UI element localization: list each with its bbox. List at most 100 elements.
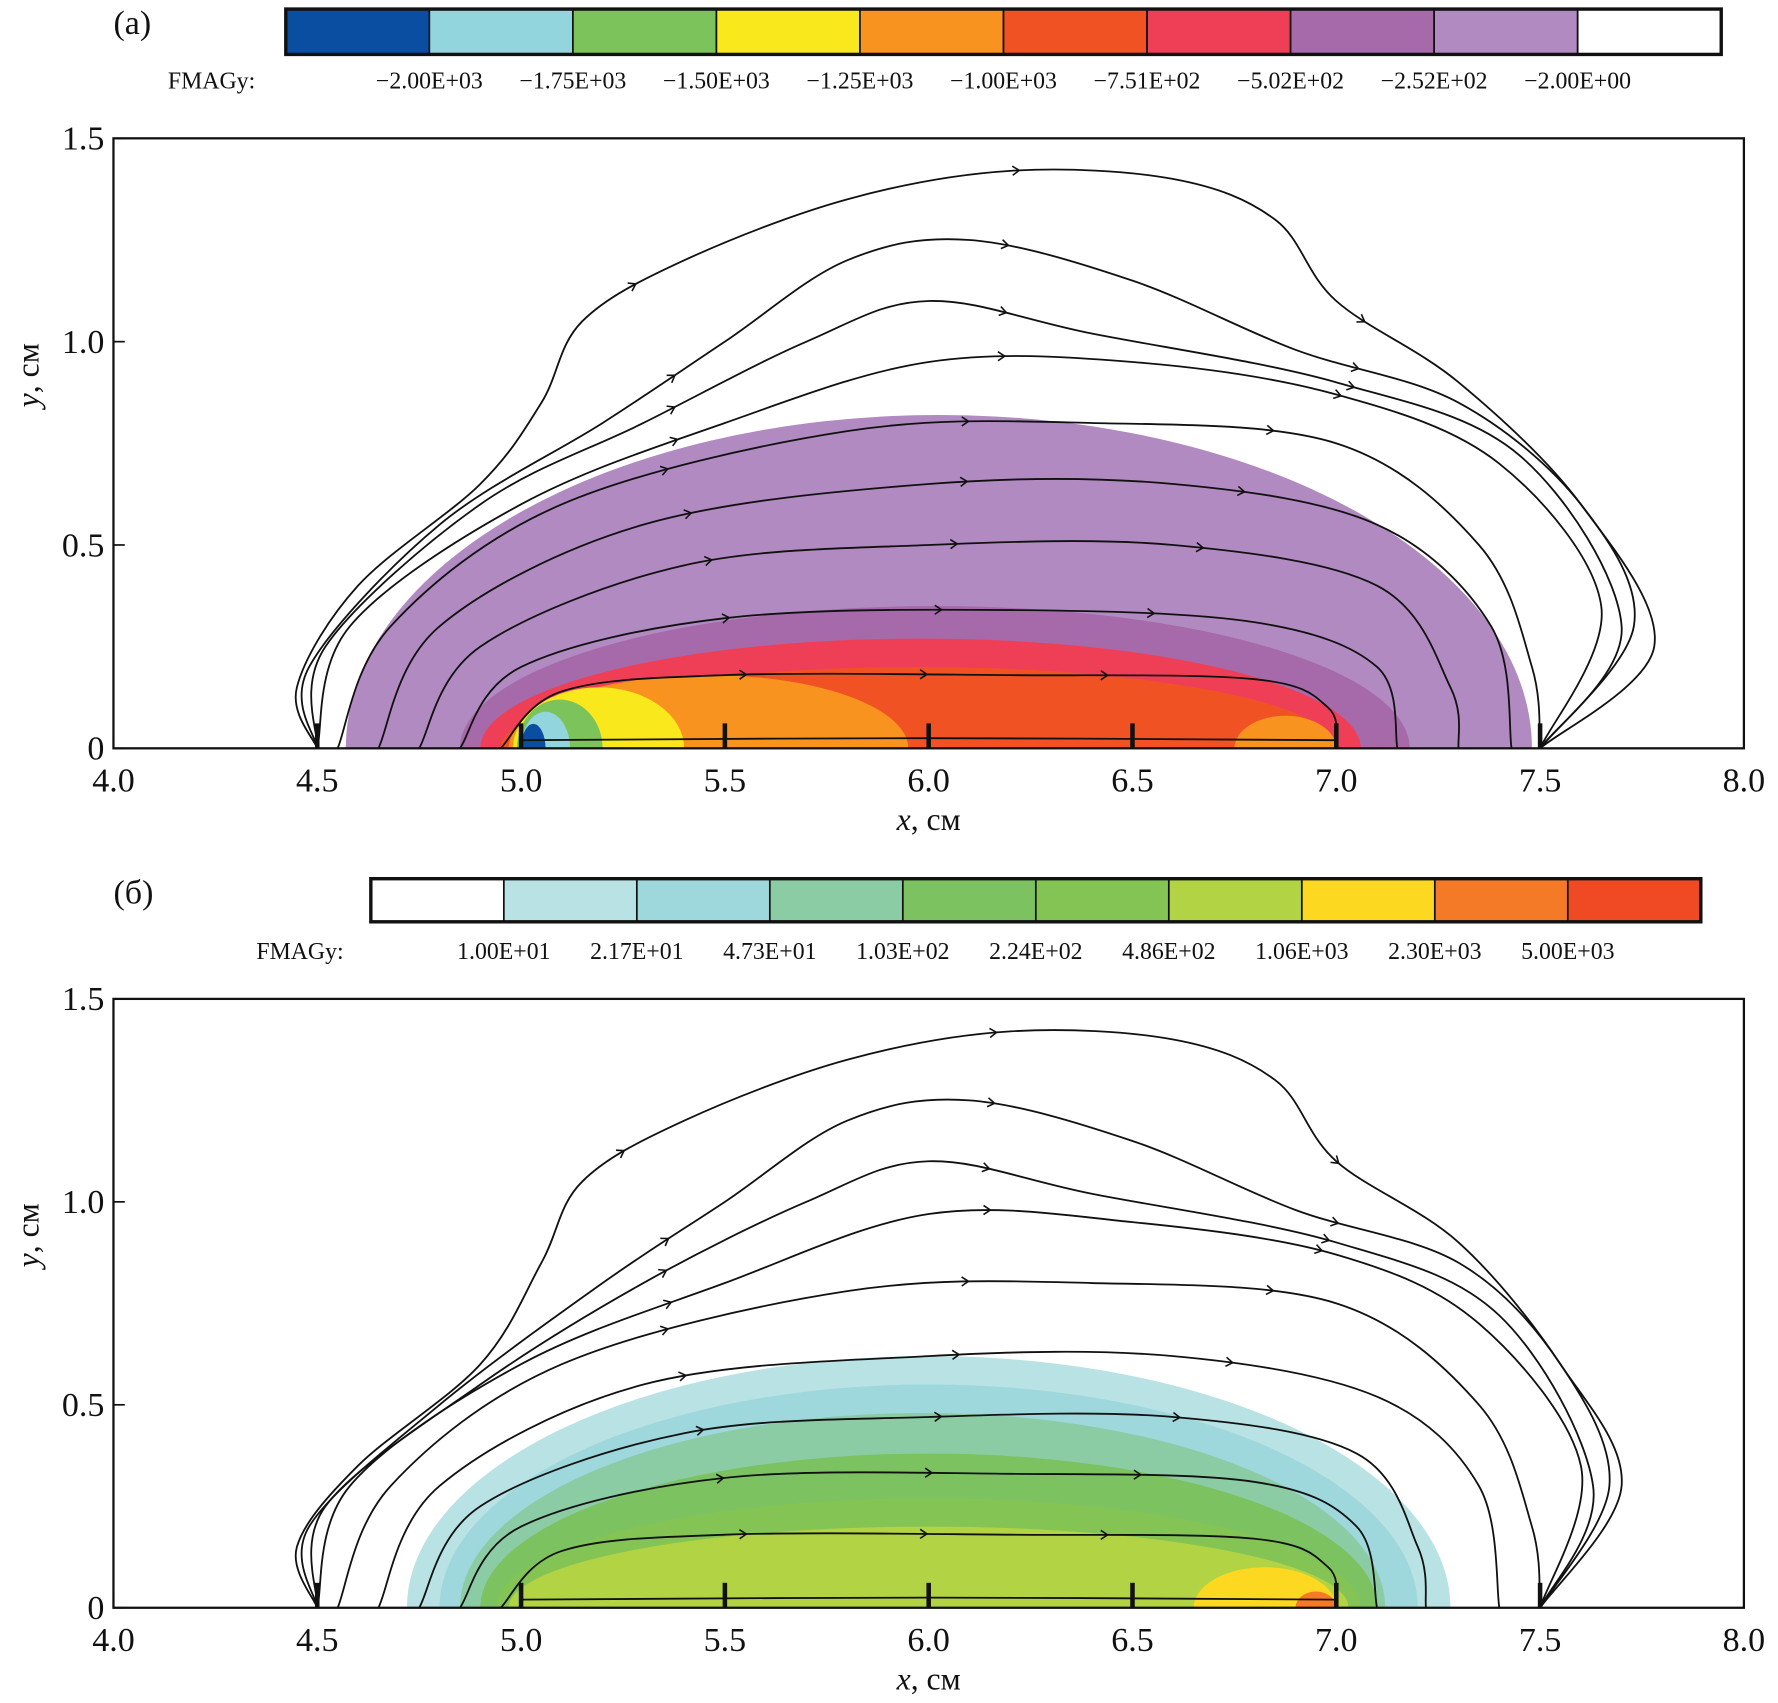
streamline-arrow	[659, 1325, 670, 1336]
y-axis-var: y	[11, 392, 46, 410]
streamline-arrow	[738, 1529, 748, 1540]
colorbar-swatch	[1167, 877, 1303, 923]
streamline-arrow	[1100, 670, 1110, 681]
streamline-arrow	[1321, 1233, 1331, 1244]
streamline	[300, 238, 1636, 749]
colorbar-swatch	[859, 8, 1005, 56]
streamline-arrow	[659, 465, 670, 476]
y-tick-label: 0.5	[62, 1387, 104, 1424]
colorbar-label: −1.00E+03	[950, 68, 1057, 94]
y-axis-unit: , см	[11, 343, 46, 393]
streamline-arrow	[678, 1371, 688, 1382]
streamline-arrow	[919, 1528, 929, 1540]
streamline-arrow	[715, 1473, 725, 1484]
streamline-arrow	[1314, 1244, 1324, 1255]
colorbar-label: 4.73E+01	[723, 939, 816, 965]
streamline-arrow	[1000, 239, 1010, 250]
colorbar-swatch	[428, 8, 574, 56]
streamline-arrow	[695, 1425, 705, 1436]
x-tick-label: 6.0	[907, 1622, 950, 1659]
streamline-arrow	[989, 1027, 999, 1039]
streamline-arrow	[1172, 1411, 1182, 1423]
colorbar-swatch	[1034, 877, 1170, 923]
x-axis-label: x, см	[896, 802, 961, 837]
colorbar-label: 2.30E+03	[1388, 939, 1481, 965]
y-tick-label: 1.5	[62, 981, 104, 1018]
streamline-arrow	[934, 604, 943, 615]
colorbar-swatch	[1433, 877, 1569, 923]
colorbar-frame	[369, 877, 1703, 924]
contour-region	[521, 724, 546, 749]
x-tick-label: 4.0	[92, 1622, 135, 1659]
streamline-arrow	[1146, 607, 1156, 619]
streamline-arrow	[658, 1268, 668, 1278]
colorbar-swatch	[1566, 877, 1702, 923]
streamline-arrow	[1265, 1284, 1275, 1296]
streamline-arrow	[666, 374, 677, 384]
streamline-arrow	[1100, 1529, 1109, 1541]
x-tick-label: 5.5	[704, 1622, 746, 1659]
streamline-arrow	[1330, 1155, 1340, 1165]
streamline	[500, 1532, 1338, 1608]
colorbar-label: 1.06E+03	[1255, 939, 1348, 965]
y-axis-unit: , см	[11, 1203, 46, 1253]
x-axis-var: x	[896, 802, 911, 837]
streamline-arrow	[1332, 389, 1343, 400]
x-tick-label: 7.5	[1519, 762, 1562, 799]
streamline	[377, 478, 1513, 749]
streamline-arrow	[738, 669, 748, 680]
streamline-arrow	[961, 416, 970, 427]
streamline-arrow	[669, 436, 679, 447]
y-axis-label: y, см	[11, 1203, 46, 1270]
y-tick-label: 1.0	[62, 1184, 104, 1221]
contour-region	[508, 1526, 1349, 1608]
contour-field	[294, 165, 1656, 749]
x-tick-label: 7.0	[1315, 762, 1358, 799]
streamline	[459, 608, 1399, 749]
streamline-arrow	[666, 405, 676, 415]
x-tick-label: 5.0	[500, 762, 542, 799]
x-axis-label: x, см	[896, 1661, 961, 1696]
colorbar-swatch	[1300, 877, 1436, 923]
colorbar-swatch	[768, 877, 904, 923]
colorbar-swatch	[1289, 8, 1435, 56]
streamline-arrow	[998, 306, 1008, 317]
streamline-arrow	[1346, 380, 1356, 391]
streamline	[316, 1209, 1584, 1608]
streamline-arrow	[961, 1276, 970, 1287]
y-axis-var: y	[11, 1252, 46, 1270]
streamline	[459, 1471, 1378, 1608]
colorbar-swatch	[369, 877, 505, 923]
colorbar-swatch	[572, 8, 718, 56]
x-tick-label: 8.0	[1723, 762, 1766, 799]
streamline-arrow	[1133, 1469, 1143, 1480]
colorbar-title: FMAGy:	[256, 939, 343, 965]
streamline-arrow	[986, 1097, 996, 1108]
streamline-arrow	[663, 1299, 673, 1310]
x-tick-label: 6.5	[1111, 762, 1154, 799]
colorbar-label: −1.75E+03	[519, 68, 626, 94]
x-axis-var: x	[896, 1661, 911, 1696]
colorbar-label: 1.03E+02	[856, 939, 949, 965]
streamline-arrow	[983, 1204, 992, 1216]
streamline-arrow	[959, 476, 969, 487]
x-axis-unit: , см	[911, 802, 961, 837]
streamline-arrow	[627, 282, 638, 292]
x-tick-label: 8.0	[1723, 1622, 1766, 1659]
colorbar-swatch	[1146, 8, 1292, 56]
x-tick-label: 5.5	[704, 762, 746, 799]
streamline	[294, 168, 1656, 749]
colorbar-label: −1.50E+03	[663, 68, 770, 94]
colorbar-label: 2.17E+01	[590, 939, 683, 965]
streamline	[336, 1280, 1541, 1608]
streamline-arrow	[1330, 1216, 1340, 1227]
colorbar-label: 1.00E+01	[457, 939, 550, 965]
streamline-arrow	[1356, 313, 1366, 323]
y-tick-label: 1.5	[62, 121, 104, 158]
streamline	[294, 1029, 1623, 1608]
streamline	[300, 1098, 1611, 1608]
streamline-arrow	[981, 1162, 991, 1173]
streamline	[316, 355, 1603, 749]
x-tick-label: 6.5	[1111, 1622, 1154, 1659]
